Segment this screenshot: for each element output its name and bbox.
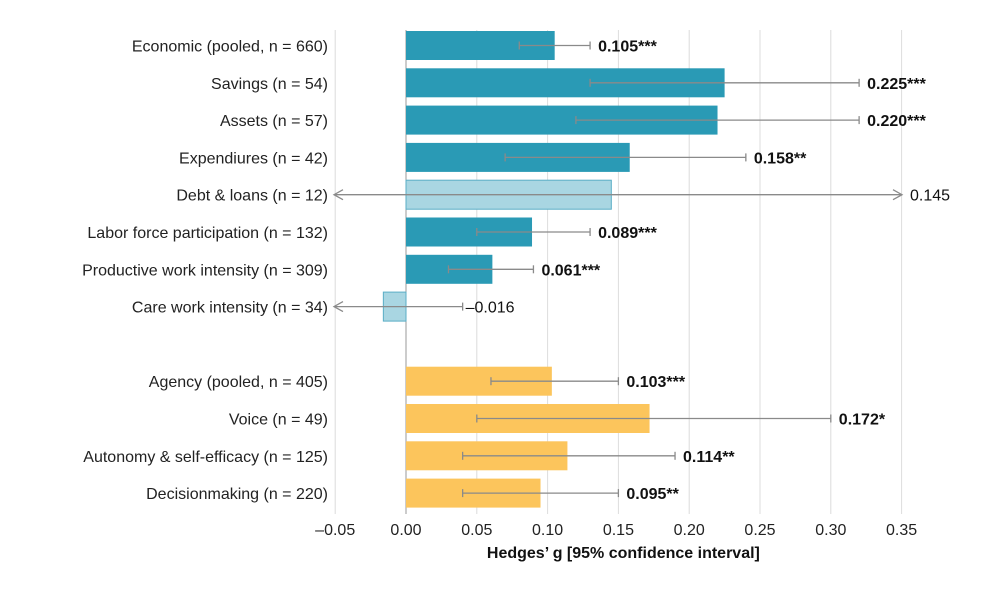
value-label: 0.095** xyxy=(626,486,679,503)
x-tick-label: 0.30 xyxy=(815,522,846,539)
x-tick-label: –0.05 xyxy=(315,522,355,539)
labels: –0.05 0.00 0.05 0.10 0.15 0.20 0.25 0.30 0.35 Eco… xyxy=(82,39,950,540)
value-label: 0.103*** xyxy=(626,374,685,391)
category-label: Expendiures (n = 42) xyxy=(179,150,328,167)
category-label: Agency (pooled, n = 405) xyxy=(149,374,328,391)
ci-arrow-left xyxy=(332,189,344,201)
category-label: Assets (n = 57) xyxy=(220,113,328,130)
value-label: 0.158** xyxy=(754,150,807,167)
x-tick-label: 0.25 xyxy=(744,522,775,539)
category-label: Savings (n = 54) xyxy=(211,76,328,93)
value-label: 0.114** xyxy=(683,449,735,466)
value-label: 0.145 xyxy=(910,188,950,205)
value-label: 0.089*** xyxy=(598,225,657,242)
x-tick-label: 0.00 xyxy=(390,522,421,539)
value-label: 0.225*** xyxy=(867,76,926,93)
category-label: Debt & loans (n = 12) xyxy=(176,188,328,205)
ci-arrow-left xyxy=(332,301,344,313)
x-tick-label: 0.10 xyxy=(532,522,563,539)
category-label: Decisionmaking (n = 220) xyxy=(146,486,328,503)
category-label: Economic (pooled, n = 660) xyxy=(132,39,328,56)
x-tick-label: 0.20 xyxy=(674,522,705,539)
category-label: Productive work intensity (n = 309) xyxy=(82,262,328,279)
x-axis-title: Hedges’ g [95% confidence interval] xyxy=(487,545,760,562)
x-tick-label: 0.05 xyxy=(461,522,492,539)
x-tick-label: 0.35 xyxy=(886,522,917,539)
value-label: –0.016 xyxy=(466,300,515,317)
value-label: 0.061*** xyxy=(541,262,600,279)
category-label: Labor force participation (n = 132) xyxy=(87,225,328,242)
value-label: 0.172* xyxy=(839,412,886,429)
value-label: 0.105*** xyxy=(598,39,657,56)
ci-arrow-right xyxy=(892,189,904,201)
x-tick-label: 0.15 xyxy=(603,522,634,539)
value-label: 0.220*** xyxy=(867,113,926,130)
category-label: Autonomy & self-efficacy (n = 125) xyxy=(83,449,328,466)
category-label: Voice (n = 49) xyxy=(229,412,328,429)
category-label: Care work intensity (n = 34) xyxy=(132,300,328,317)
confidence-intervals xyxy=(332,41,904,498)
